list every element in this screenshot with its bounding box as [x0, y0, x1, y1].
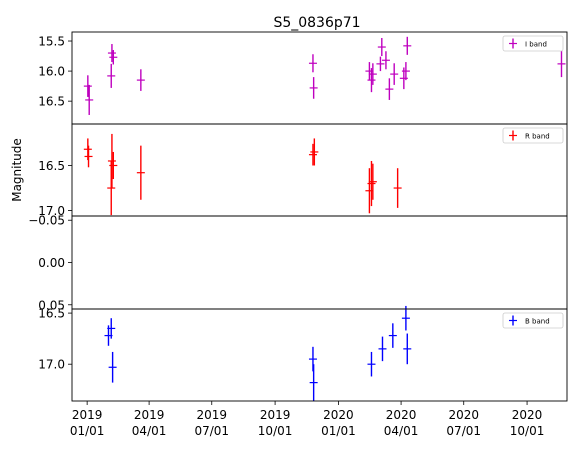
data-point [107, 63, 116, 88]
x-tick-label-date: 07/01 [194, 424, 229, 438]
data-point [378, 336, 387, 362]
panel-v-band: 0.05 0.00 −0.05 [28, 214, 568, 312]
x-tick-label-date: 04/01 [384, 424, 419, 438]
x-tick-label-date: 10/01 [510, 424, 545, 438]
data-point [403, 36, 412, 55]
y-tick-label: 15.5 [38, 35, 65, 49]
data-point [308, 54, 317, 73]
panel-frame [71, 308, 568, 402]
data-point [376, 56, 385, 72]
legend-box [502, 35, 564, 52]
legend-i-band: I band [502, 35, 564, 52]
data-point [109, 151, 118, 180]
x-tick-label-year: 2019 [260, 408, 291, 422]
data-point [403, 333, 412, 365]
legend-r-band: R band [502, 127, 564, 144]
data-point [401, 62, 410, 81]
data-point [107, 133, 116, 189]
y-tick-label: 17.0 [38, 204, 65, 218]
data-point [109, 50, 118, 65]
data-point [310, 138, 319, 166]
y-tick-label: 16.0 [38, 65, 65, 79]
x-tick-label-year: 2020 [448, 408, 479, 422]
data-point [83, 75, 92, 97]
x-tick-label-year: 2020 [323, 408, 354, 422]
x-tick-label-date: 01/01 [70, 424, 105, 438]
data-point [85, 84, 94, 115]
x-tick-label-year: 2019 [134, 408, 165, 422]
data-point [309, 364, 318, 401]
legend-label: R band [525, 133, 550, 141]
y-tick-label: 0.05 [38, 298, 65, 312]
data-point [367, 351, 376, 377]
data-point [388, 323, 397, 348]
data-point [108, 351, 117, 383]
legend-label: B band [525, 318, 550, 326]
data-point [368, 63, 377, 85]
data-point [136, 69, 145, 91]
data-point [136, 145, 145, 200]
y-tick-label: −0.05 [28, 214, 65, 228]
x-tick-label-year: 2019 [72, 408, 103, 422]
data-point [84, 145, 93, 168]
legend-box [502, 127, 564, 144]
x-tick-label-date: 10/01 [258, 424, 293, 438]
y-tick-label: 16.5 [38, 307, 65, 321]
x-tick-label-year: 2020 [512, 408, 543, 422]
data-point [308, 143, 317, 166]
chart-title: S5_0836p71 [273, 15, 360, 31]
legend-box [502, 312, 564, 329]
x-tick-label-date: 07/01 [446, 424, 481, 438]
data-point [401, 305, 410, 331]
y-tick-label: 17.0 [38, 358, 65, 372]
y-tick-label: 16.5 [38, 159, 65, 173]
data-point [377, 38, 386, 57]
y-tick-label: 0.00 [38, 256, 65, 270]
legend-b-band: B band [502, 312, 564, 329]
x-tick-label-year: 2020 [386, 408, 417, 422]
data-point [381, 51, 390, 70]
data-point [367, 68, 376, 93]
legend-label: I band [525, 41, 547, 49]
data-point [393, 168, 402, 208]
data-point [368, 163, 377, 200]
y-axis-label: Magnitude [10, 138, 24, 202]
data-point [107, 318, 116, 339]
x-axis: 2019 01/01 2019 04/01 2019 07/01 2019 10/01 2020… [70, 401, 545, 438]
panels-group: 15.5 16.0 16.5 I band 16.5 17.0 R band 0.05 0.00… [28, 31, 568, 402]
data-point [107, 44, 116, 63]
data-point [557, 50, 566, 78]
panel-b-band: 16.5 17.0 B band [38, 305, 568, 402]
x-tick-label-date: 04/01 [132, 424, 167, 438]
data-point [309, 77, 318, 99]
x-tick-label-year: 2019 [196, 408, 227, 422]
data-point [385, 78, 394, 100]
data-point [367, 160, 376, 207]
x-tick-label-date: 01/01 [321, 424, 356, 438]
data-point [390, 63, 399, 85]
panel-i-band: 15.5 16.0 16.5 I band [38, 31, 568, 125]
y-tick-label: 16.5 [38, 95, 65, 109]
